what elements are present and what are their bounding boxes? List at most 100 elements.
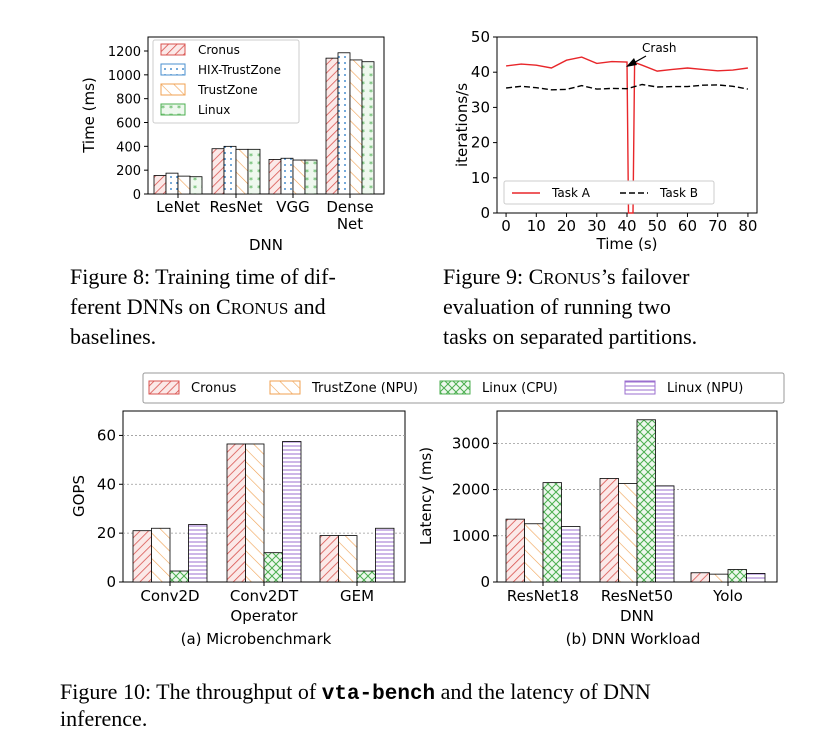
fig10b-bar-linux-npu--1 bbox=[655, 485, 675, 583]
fig10a-bar-linux-cpu--0 bbox=[169, 570, 189, 583]
fig10a-bar-linux-cpu--2 bbox=[356, 570, 376, 583]
fig10b-bar-cronus-2 bbox=[690, 572, 710, 583]
fig8-bar-trustzone-3 bbox=[349, 59, 363, 195]
fig10b-x-ticks: ResNet18 ResNet50 Yolo bbox=[507, 582, 743, 605]
fig9-y-tick-label: 0 bbox=[480, 204, 490, 222]
fig10a-bar-cronus-0 bbox=[132, 530, 152, 583]
fig9-x-tick-label: 60 bbox=[678, 217, 697, 235]
fig9-x-tick-label: 80 bbox=[738, 217, 757, 235]
fig9-lines bbox=[506, 56, 749, 214]
fig8-y-tick-label: 1200 bbox=[108, 45, 141, 60]
fig9-crash-arrowhead bbox=[626, 58, 637, 67]
fig9-x-ticks: 0 10 20 30 40 50 60 70 80 bbox=[501, 213, 757, 235]
fig8-bar-hix-trustzone-3 bbox=[337, 52, 351, 195]
fig9-legend: Task A Task B bbox=[503, 180, 715, 205]
fig10a-x-axis-label: Operator bbox=[230, 607, 298, 625]
fig10b-bar-trustzone-npu--1 bbox=[618, 483, 638, 583]
fig10b-x-tick-label: Yolo bbox=[712, 587, 743, 605]
fig10-caption-line: inference. bbox=[60, 706, 147, 731]
fig10a-y-ticks: 0 20 40 60 bbox=[97, 426, 123, 591]
fig9-legend-box bbox=[503, 180, 715, 205]
fig8-x-ticks: LeNet ResNet VGG Dense Net bbox=[156, 194, 374, 233]
fig10b-bar-cronus-0 bbox=[505, 518, 525, 583]
fig10a-y-tick-label: 0 bbox=[106, 573, 116, 591]
fig8-x-tick-label: VGG bbox=[276, 198, 310, 216]
fig10b-y-tick-label: 1000 bbox=[452, 527, 490, 545]
fig10a-bar-trustzone-npu--1 bbox=[245, 443, 265, 583]
fig10-legend-swatch bbox=[439, 380, 471, 395]
fig10a-bars bbox=[132, 441, 395, 583]
fig10a-x-tick-label: GEM bbox=[340, 587, 374, 605]
fig8-legend-swatch bbox=[160, 43, 186, 56]
fig9-series-task-a bbox=[506, 56, 748, 214]
fig10b-y-tick-label: 0 bbox=[480, 573, 490, 591]
fig9-x-tick-label: 70 bbox=[708, 217, 727, 235]
fig9-y-tick-label: 50 bbox=[471, 28, 490, 46]
fig8-legend-swatch bbox=[160, 63, 186, 76]
fig8-bar-linux-3 bbox=[361, 61, 375, 195]
fig10-legend-label: TrustZone (NPU) bbox=[311, 381, 418, 396]
fig10a-bar-linux-npu--1 bbox=[282, 441, 302, 583]
fig9-y-tick-label: 30 bbox=[471, 98, 490, 116]
fig8-caption-line: ferent DNNs on CRONUS and bbox=[70, 294, 326, 319]
fig9-y-tick-label: 20 bbox=[471, 134, 490, 152]
fig9-y-ticks: 0 10 20 30 40 50 bbox=[471, 28, 497, 222]
fig9-caption-line: Figure 9: CRONUS’s failover bbox=[443, 264, 690, 289]
fig8-y-tick-label: 400 bbox=[116, 140, 141, 155]
fig9-series-task-b bbox=[506, 83, 749, 91]
fig10b-bar-linux-npu--2 bbox=[746, 573, 766, 583]
fig10a-y-tick-label: 60 bbox=[97, 426, 116, 444]
fig8-legend-label: HIX-TrustZone bbox=[198, 63, 281, 77]
fig10-legend-label: Linux (NPU) bbox=[667, 381, 743, 396]
fig8-legend-label: Linux bbox=[198, 103, 230, 117]
fig10b-bar-linux-cpu--2 bbox=[727, 569, 747, 583]
fig10a-bar-linux-npu--2 bbox=[375, 527, 395, 583]
fig8-bar-trustzone-2 bbox=[292, 159, 306, 195]
figure-10-chart: Cronus TrustZone (NPU) Linux (CPU) Linux (N… bbox=[60, 372, 785, 731]
fig8-y-axis-label: Time (ms) bbox=[80, 77, 98, 154]
fig8-x-axis-label: DNN bbox=[249, 236, 283, 254]
figure-9-caption: Figure 9: CRONUS’s failover evaluation of… bbox=[443, 264, 697, 349]
fig8-legend: Cronus HIX-TrustZone TrustZone Linux bbox=[152, 39, 300, 124]
fig8-bar-cronus-1 bbox=[211, 148, 225, 195]
fig10a-bar-trustzone-npu--0 bbox=[151, 527, 171, 583]
fig10b-y-axis-label: Latency (ms) bbox=[417, 447, 435, 545]
fig8-bar-hix-trustzone-0 bbox=[165, 172, 179, 195]
fig8-bar-hix-trustzone-2 bbox=[280, 157, 294, 195]
fig8-plot-frame bbox=[147, 36, 385, 195]
fig8-bars bbox=[153, 52, 375, 195]
fig8-bar-cronus-3 bbox=[325, 57, 339, 195]
fig8-x-tick-label: LeNet bbox=[156, 198, 200, 216]
fig10a-bar-linux-npu--0 bbox=[188, 524, 208, 583]
fig10b-x-tick-label: ResNet18 bbox=[507, 587, 579, 605]
figure-10-caption: Figure 10: The throughput of vta-bench a… bbox=[60, 679, 651, 731]
fig10b-x-tick-label: ResNet50 bbox=[601, 587, 673, 605]
fig8-legend-box bbox=[152, 39, 300, 124]
fig10b-bar-linux-cpu--0 bbox=[542, 482, 562, 583]
fig9-legend-label: Task B bbox=[659, 186, 698, 200]
fig8-caption-line: Figure 8: Training time of dif- bbox=[70, 264, 336, 289]
fig9-y-tick-label: 40 bbox=[471, 63, 490, 81]
fig8-bar-trustzone-0 bbox=[177, 175, 191, 195]
fig10b-x-axis-label: DNN bbox=[620, 607, 654, 625]
fig10a-subtitle: (a) Microbenchmark bbox=[181, 630, 332, 648]
fig10a-y-tick-label: 40 bbox=[97, 475, 116, 493]
fig10a-bar-trustzone-npu--2 bbox=[338, 535, 358, 583]
fig8-legend-swatch bbox=[160, 83, 186, 96]
fig10-legend: Cronus TrustZone (NPU) Linux (CPU) Linux (N… bbox=[148, 380, 743, 396]
fig10a-x-tick-label: Conv2D bbox=[140, 587, 199, 605]
fig10a-x-tick-label: Conv2DT bbox=[230, 587, 299, 605]
fig9-y-axis-label: iterations/s bbox=[453, 83, 471, 167]
fig10b-bar-linux-cpu--1 bbox=[636, 419, 656, 583]
fig8-bar-linux-1 bbox=[247, 148, 261, 195]
fig8-bar-linux-2 bbox=[304, 159, 318, 195]
fig8-x-tick-label: ResNet bbox=[209, 198, 262, 216]
fig10b-y-tick-label: 2000 bbox=[452, 481, 490, 499]
fig8-bar-cronus-2 bbox=[268, 159, 282, 195]
fig8-legend-label: Cronus bbox=[198, 43, 240, 57]
fig10a-bar-linux-cpu--1 bbox=[263, 552, 283, 583]
fig9-caption-line: evaluation of running two bbox=[443, 294, 671, 319]
fig8-y-tick-label: 600 bbox=[116, 117, 141, 132]
fig8-bar-linux-0 bbox=[189, 176, 203, 195]
